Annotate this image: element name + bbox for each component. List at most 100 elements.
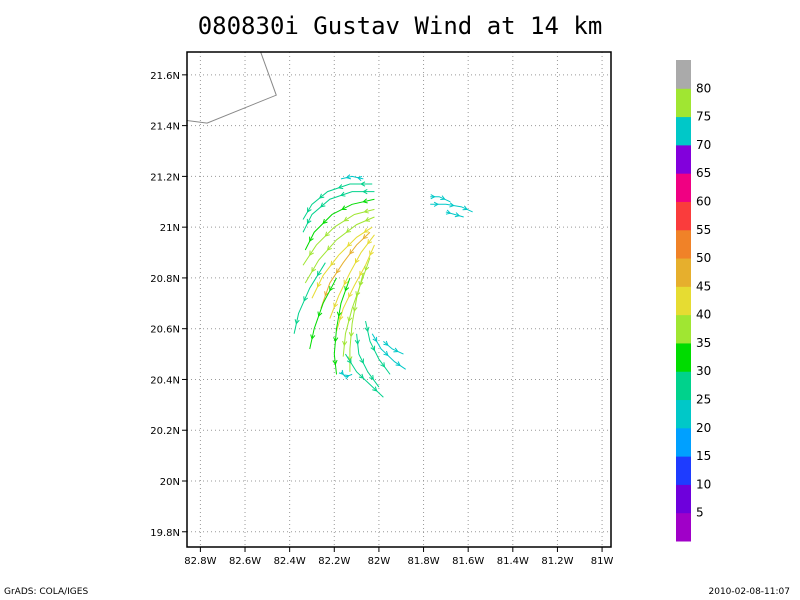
gridlines — [187, 52, 611, 547]
colorbar-label: 40 — [696, 308, 711, 322]
colorbar-swatch — [676, 484, 691, 514]
wind-arrowhead — [362, 198, 368, 204]
wind-arrowhead — [341, 205, 347, 211]
wind-arrowhead — [346, 241, 353, 247]
colorbar-swatch — [676, 173, 691, 202]
wind-arrowhead — [364, 326, 370, 333]
streamline — [302, 208, 375, 266]
wind-arrowhead — [317, 311, 323, 317]
streamline — [349, 272, 364, 372]
x-tick-label: 81W — [591, 556, 614, 567]
wind-arrowhead — [364, 216, 371, 222]
wind-arrowhead — [333, 302, 339, 309]
wind-arrowhead — [369, 374, 374, 381]
wind-arrowhead — [345, 227, 352, 233]
wind-arrowhead — [433, 201, 440, 207]
streamline — [333, 277, 351, 375]
colorbar-swatch — [676, 342, 691, 372]
streamline — [302, 183, 373, 220]
streamline — [340, 371, 353, 378]
streamline — [320, 231, 371, 309]
wind-arrowhead — [310, 334, 316, 340]
wind-arrowhead — [318, 193, 325, 199]
x-tick-label: 81.6W — [452, 556, 484, 567]
wind-arrowhead — [362, 189, 368, 195]
wind-streamlines — [293, 174, 473, 398]
y-axis-ticks: 19.8N 20N 20.2N 20.4N 20.6N 20.8N 21N 21.2N 21.4… — [150, 71, 187, 539]
wind-arrowhead — [380, 362, 386, 368]
streamline — [383, 341, 404, 355]
wind-arrowhead — [370, 345, 376, 352]
colorbar-label: 20 — [696, 421, 711, 435]
streamline — [340, 175, 364, 180]
wind-arrowhead — [322, 218, 328, 225]
colorbar-label: 5 — [696, 506, 704, 520]
wind-arrowhead — [445, 209, 452, 215]
wind-arrowhead — [359, 270, 365, 277]
y-tick-label: 21.4N — [150, 122, 180, 133]
colorbar-label: 55 — [696, 223, 711, 237]
wind-arrowhead — [335, 268, 341, 274]
colorbar-swatch — [676, 229, 691, 259]
wind-arrowhead — [360, 181, 366, 187]
wind-arrowhead — [440, 195, 446, 201]
wind-arrowhead — [333, 337, 339, 343]
streamline — [311, 226, 373, 299]
colorbar-swatch — [676, 286, 691, 316]
colorbar-swatch — [676, 258, 691, 287]
x-tick-label: 82.4W — [274, 556, 306, 567]
wind-arrowhead — [345, 174, 352, 180]
wind-arrowhead — [349, 249, 355, 255]
wind-arrowhead — [383, 350, 389, 357]
wind-arrowhead — [306, 218, 312, 225]
streamline — [302, 191, 375, 233]
colorbar-label: 50 — [696, 251, 711, 265]
wind-arrowhead — [339, 191, 346, 197]
wind-arrowhead — [330, 260, 336, 267]
streamline — [304, 216, 375, 284]
wind-arrowhead — [324, 231, 330, 237]
wind-arrowhead — [354, 339, 360, 345]
streamline — [365, 320, 391, 375]
wind-arrowhead — [317, 270, 322, 277]
x-tick-label: 82.8W — [184, 556, 216, 567]
wind-arrowhead — [326, 245, 332, 251]
wind-arrowhead — [352, 306, 358, 312]
wind-arrowhead — [354, 258, 360, 264]
wind-arrowhead — [320, 202, 326, 208]
wind-arrowhead — [372, 386, 378, 392]
wind-arrowhead — [430, 194, 436, 200]
colorbar-label: 35 — [696, 336, 711, 350]
wind-arrowhead — [336, 311, 342, 318]
wind-arrowhead — [329, 286, 334, 292]
wind-arrowhead — [363, 228, 369, 233]
x-tick-label: 82W — [368, 556, 391, 567]
x-tick-label: 82.2W — [318, 556, 350, 567]
wind-arrowhead — [311, 267, 317, 273]
colorbar-swatch — [676, 116, 691, 146]
y-tick-label: 21N — [160, 223, 180, 234]
wind-arrowhead — [369, 250, 374, 257]
colorbar-swatch — [676, 371, 691, 401]
colorbar-label: 45 — [696, 279, 711, 293]
wind-arrowhead — [294, 319, 300, 325]
streamline — [445, 211, 464, 218]
y-tick-label: 20.4N — [150, 375, 180, 386]
wind-arrowhead — [355, 291, 361, 297]
wind-arrowhead — [338, 315, 344, 321]
colorbar-label: 75 — [696, 110, 711, 124]
chart-title: 080830i Gustav Wind at 14 km — [197, 12, 603, 40]
colorbar-swatch — [676, 201, 691, 231]
x-tick-label: 81.4W — [497, 556, 529, 567]
streamline — [430, 196, 451, 203]
wind-arrowhead — [309, 250, 314, 256]
y-tick-label: 20N — [160, 477, 180, 488]
wind-arrowhead — [383, 340, 389, 346]
streamline — [329, 234, 375, 319]
wind-arrowhead — [306, 207, 312, 213]
timestamp: 2010-02-08-11:07 — [708, 587, 791, 597]
colorbar-label: 15 — [696, 449, 711, 463]
x-tick-label: 82.6W — [229, 556, 261, 567]
wind-arrowhead — [358, 281, 364, 287]
wind-arrowhead — [454, 212, 461, 218]
